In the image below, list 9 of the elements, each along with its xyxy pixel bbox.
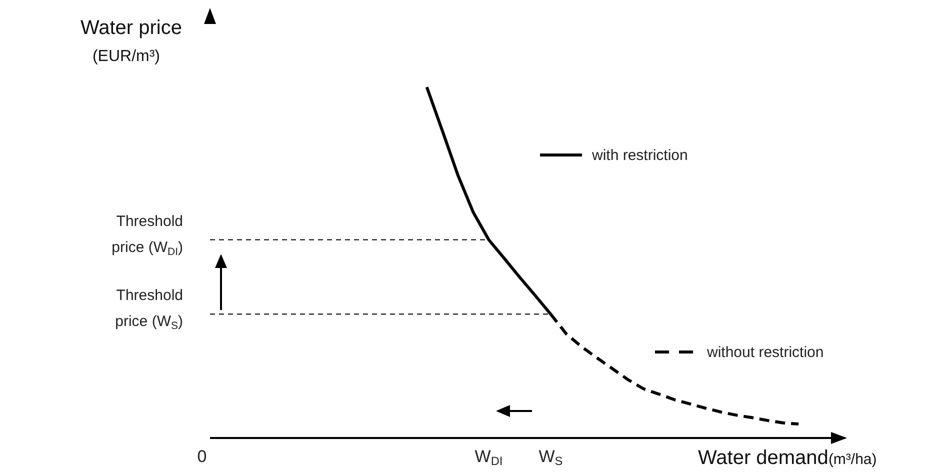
x-tick-label: W$_{S}$ bbox=[538, 447, 563, 468]
ref-line-label: Threshold price (W$_{S}$) bbox=[115, 287, 183, 332]
legend-label: with restriction bbox=[591, 147, 688, 164]
x-tick-label: W$_{DI}$ bbox=[474, 447, 503, 468]
ref-line-label: Threshold price (W$_{DI}$) bbox=[112, 212, 183, 258]
y-axis-title: Water price (EUR/m³) bbox=[80, 17, 182, 65]
legend-label: without restriction bbox=[706, 344, 824, 361]
x-axis-title: Water demand(m³/ha) bbox=[698, 447, 877, 469]
x-tick-label: 0 bbox=[197, 447, 207, 466]
